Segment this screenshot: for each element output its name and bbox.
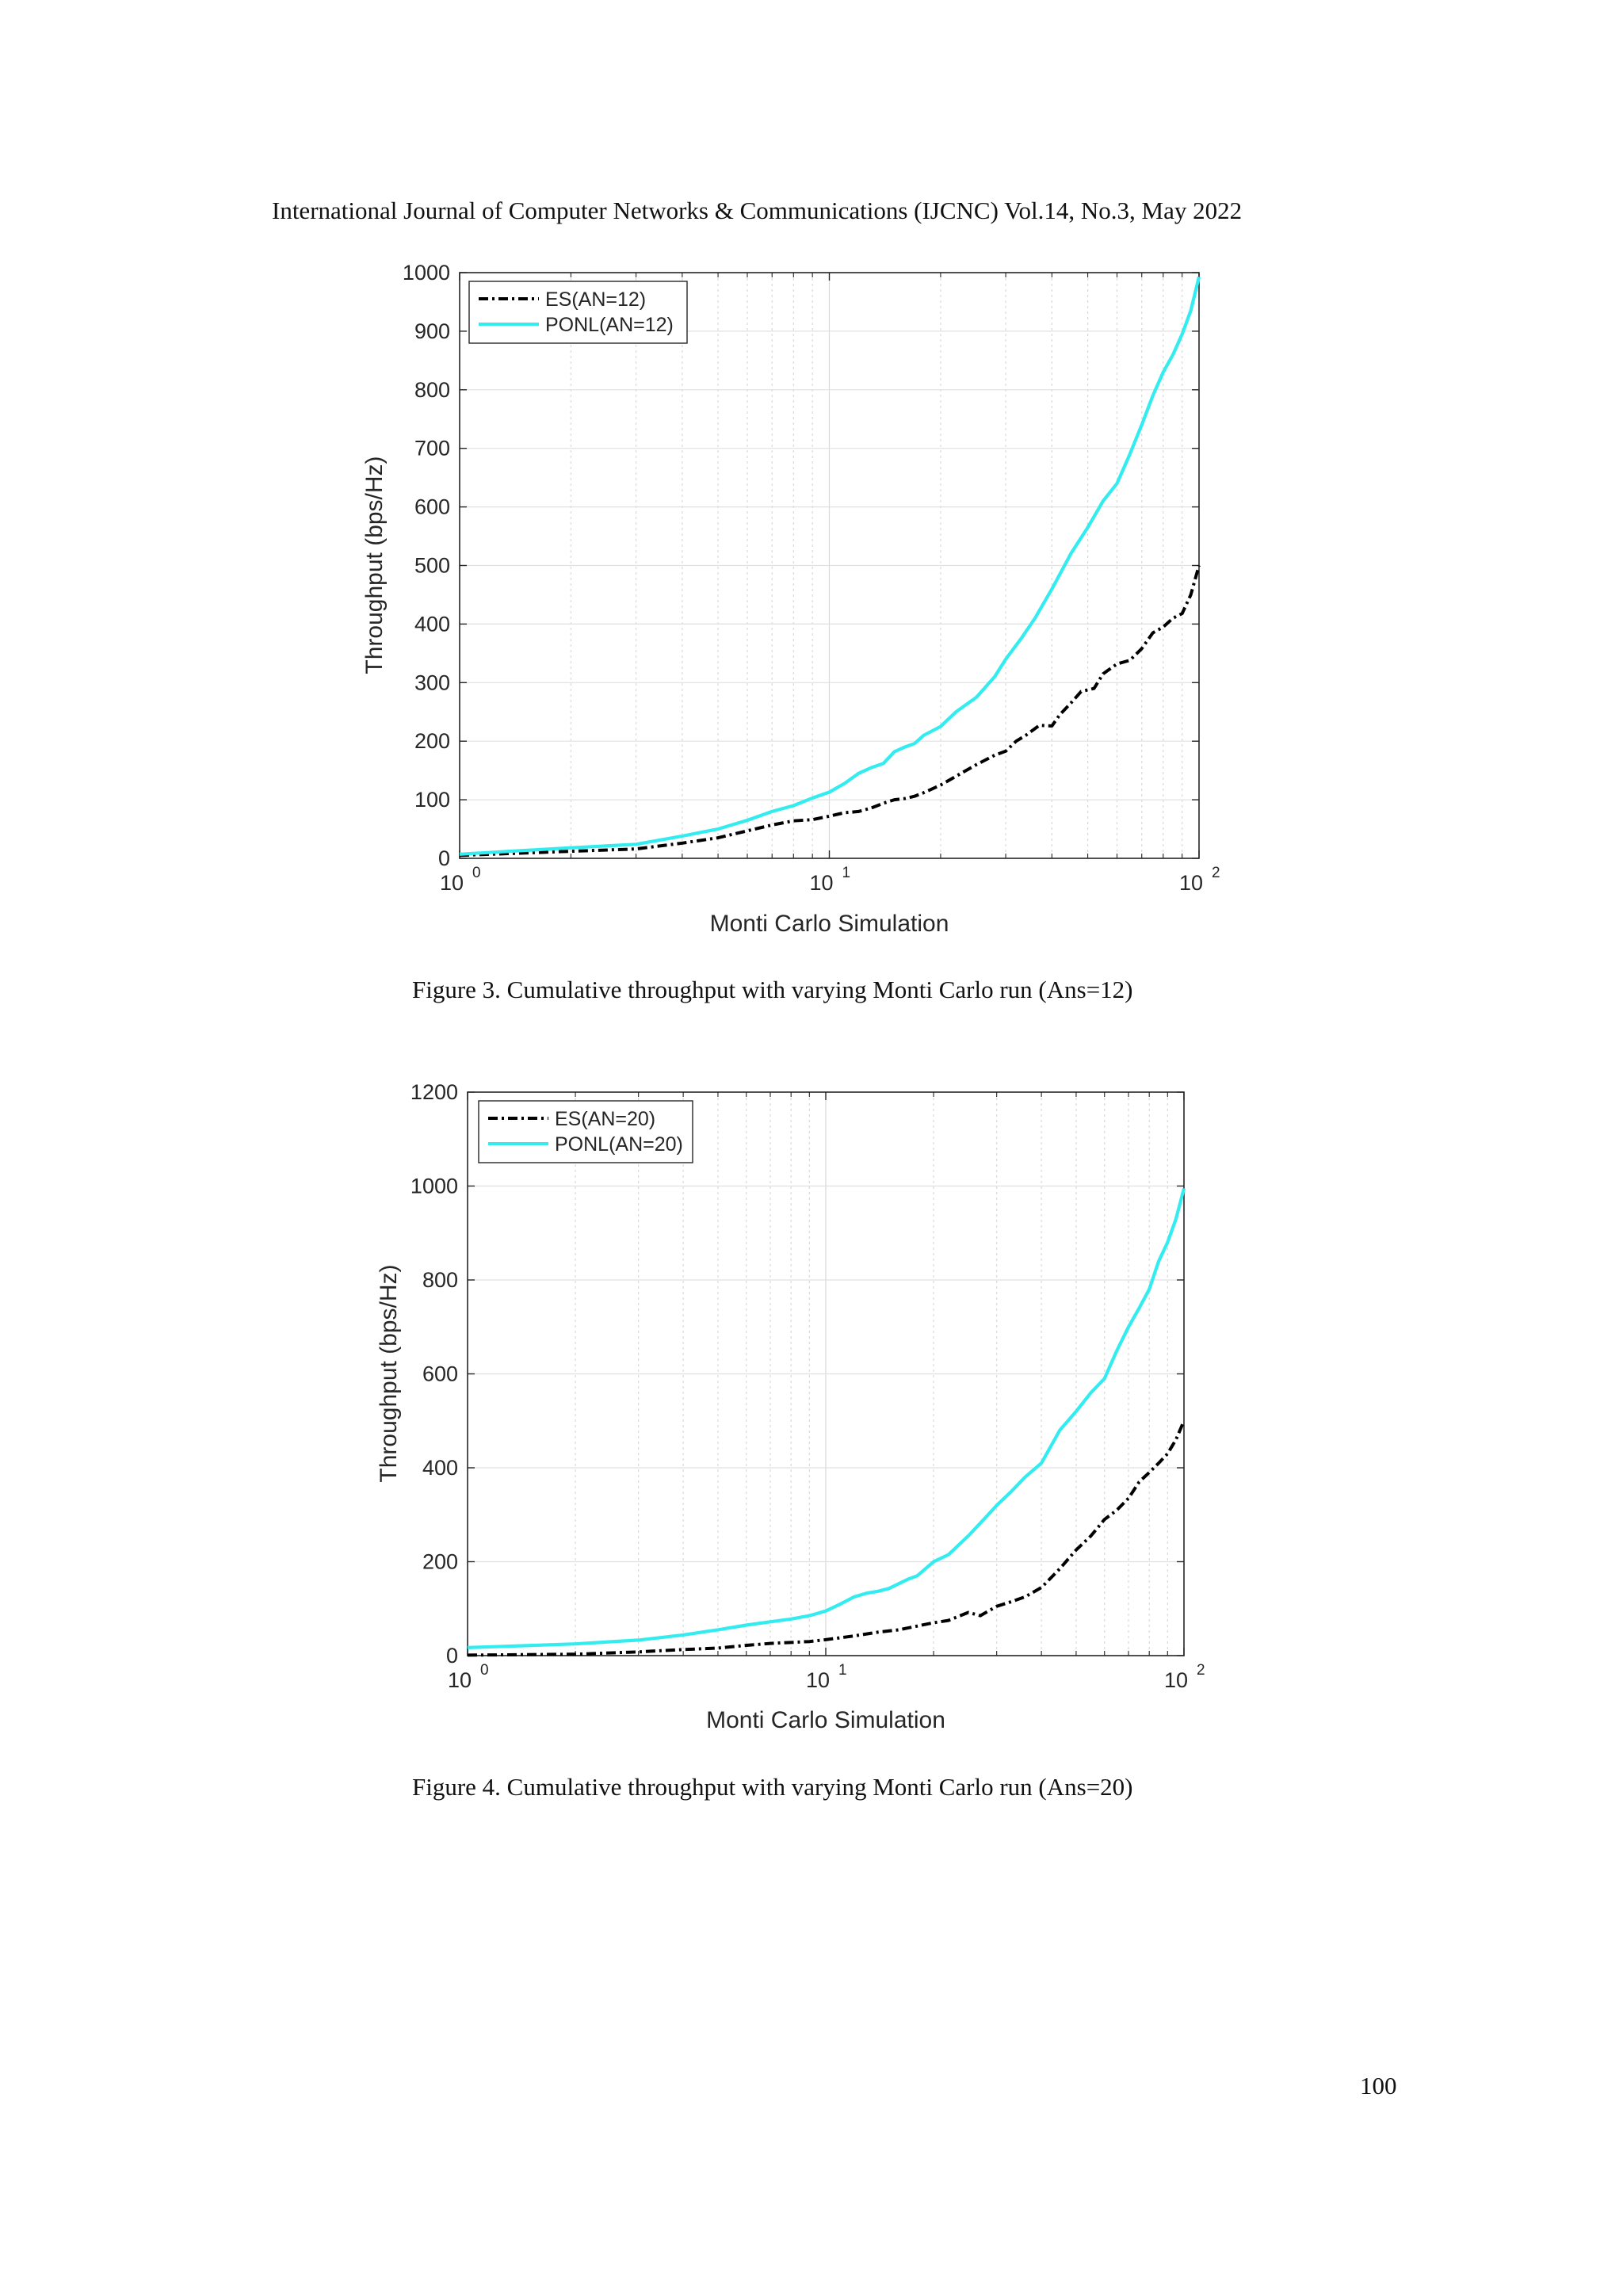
legend-box [468, 281, 688, 344]
x-tick-label-exponent: 1 [842, 865, 851, 881]
series-line-ponl [467, 1187, 1186, 1649]
legend-box [478, 1100, 693, 1163]
figure-3-caption: Figure 3. Cumulative throughput with var… [412, 976, 1133, 1003]
x-axis-label: Monti Carlo Simulation [710, 911, 949, 937]
y-tick-label: 1000 [403, 261, 450, 285]
y-tick-label: 400 [414, 612, 450, 636]
y-tick-label: 800 [422, 1268, 458, 1292]
x-tick-label-base: 10 [448, 1668, 472, 1692]
legend-label: PONL(AN=20) [555, 1133, 683, 1156]
y-tick-label: 200 [422, 1550, 458, 1574]
y-tick-label: 0 [438, 846, 450, 870]
x-tick-label-base: 10 [1179, 871, 1203, 895]
series-line-ponl [459, 276, 1201, 856]
page-number: 100 [1360, 2072, 1397, 2099]
x-tick-label-exponent: 0 [480, 1662, 489, 1679]
y-tick-label: 700 [414, 437, 450, 460]
y-tick-label: 800 [414, 378, 450, 402]
running-header: International Journal of Computer Networ… [272, 197, 1243, 224]
y-axis-label: Throughput (bps/Hz) [361, 456, 388, 674]
grid [467, 1091, 1184, 1656]
x-tick-label-base: 10 [1164, 1668, 1188, 1692]
y-tick-label: 100 [414, 788, 450, 812]
y-tick-label: 300 [414, 670, 450, 694]
x-axis-label: Monti Carlo Simulation [706, 1707, 945, 1733]
y-tick-label: 400 [422, 1456, 458, 1480]
y-axis-label: Throughput (bps/Hz) [376, 1264, 402, 1482]
x-tick-label-exponent: 2 [1197, 1662, 1205, 1679]
y-tick-label: 600 [422, 1362, 458, 1386]
y-tick-label: 500 [414, 554, 450, 578]
figure-4-caption: Figure 4. Cumulative throughput with var… [412, 1773, 1133, 1801]
legend-label: PONL(AN=12) [545, 314, 674, 336]
legend-label: ES(AN=12) [545, 288, 646, 311]
y-tick-label: 900 [414, 319, 450, 343]
series-line-es [467, 1420, 1186, 1657]
y-tick-label: 200 [414, 729, 450, 753]
legend: ES(AN=20) PONL(AN=20) [478, 1100, 693, 1163]
y-tick-label: 1200 [411, 1080, 458, 1104]
x-tick-label-base: 10 [809, 871, 833, 895]
y-tick-label: 1000 [411, 1175, 458, 1198]
y-tick-label: 600 [414, 495, 450, 519]
y-tick-label: 0 [446, 1644, 458, 1668]
x-tick-label-exponent: 0 [472, 865, 481, 881]
x-tick-label-base: 10 [806, 1668, 830, 1692]
legend-label: ES(AN=20) [555, 1108, 655, 1130]
legend: ES(AN=12) PONL(AN=12) [468, 281, 688, 344]
x-tick-label-base: 10 [440, 871, 464, 895]
x-tick-label-exponent: 1 [838, 1662, 847, 1679]
series-line-es [459, 564, 1201, 858]
x-tick-label-exponent: 2 [1212, 865, 1220, 881]
